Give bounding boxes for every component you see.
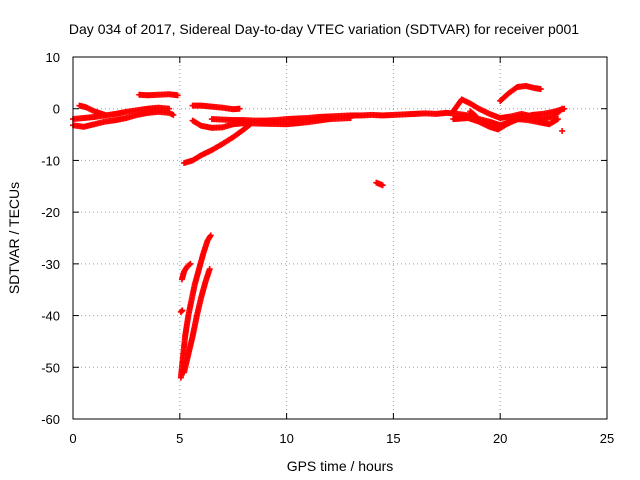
- chart-title: Day 034 of 2017, Sidereal Day-to-day VTE…: [69, 21, 579, 37]
- x-tick-label: 5: [176, 431, 183, 446]
- data-point: [559, 105, 566, 112]
- data-point: [174, 92, 181, 99]
- series-spur-2: [373, 179, 386, 189]
- data-point: [102, 111, 109, 118]
- x-tick-label: 15: [386, 431, 400, 446]
- y-tick-label: -40: [41, 309, 60, 324]
- x-tick-label: 0: [69, 431, 76, 446]
- data-point: [347, 115, 354, 122]
- series-band-top: [76, 102, 109, 118]
- x-tick-label: 10: [279, 431, 293, 446]
- series-hump: [497, 82, 544, 104]
- data-point: [207, 232, 214, 239]
- y-tick-label: -20: [41, 205, 60, 220]
- data-point: [559, 127, 566, 134]
- y-tick-label: -60: [41, 412, 60, 427]
- series-deep-left: [177, 232, 214, 381]
- data-point: [379, 182, 386, 189]
- series-spur-1: [467, 108, 480, 120]
- data-point: [472, 113, 479, 120]
- series-right-lower: [450, 115, 561, 133]
- data-point: [166, 105, 173, 112]
- data-point: [206, 266, 213, 273]
- y-tick-label: 10: [46, 50, 60, 65]
- y-tick-label: 0: [53, 102, 60, 117]
- data-point: [473, 113, 480, 120]
- data-point: [554, 116, 561, 123]
- x-axis-label: GPS time / hours: [287, 458, 394, 474]
- y-axis-label: SDTVAR / TECUs: [6, 182, 22, 294]
- data-point: [187, 260, 194, 267]
- axis-ticks: 0 5 10 15 20 25 10 0 -10 -20 -30 -40 -50 -60: [41, 50, 614, 446]
- data-point: [186, 261, 193, 268]
- x-tick-label: 20: [493, 431, 507, 446]
- series-upper-left: [136, 91, 181, 99]
- x-tick-label: 25: [600, 431, 614, 446]
- data-point: [558, 106, 565, 113]
- series-deep-right: [181, 266, 213, 376]
- series-middle-band-lower: [240, 115, 354, 128]
- y-tick-label: -10: [41, 153, 60, 168]
- series-deep-short: [178, 260, 194, 283]
- y-tick-label: -30: [41, 257, 60, 272]
- y-tick-label: -50: [41, 360, 60, 375]
- data-point: [236, 105, 243, 112]
- series-outlier: [559, 127, 566, 134]
- series-mid-upper: [189, 102, 243, 113]
- data-point: [170, 111, 177, 118]
- data-point: [537, 86, 544, 93]
- series-deep-dot: [177, 307, 186, 315]
- series-band-low: [70, 108, 177, 130]
- data-point: [179, 307, 186, 314]
- plot-frame: [72, 56, 608, 420]
- data-series: [70, 82, 568, 381]
